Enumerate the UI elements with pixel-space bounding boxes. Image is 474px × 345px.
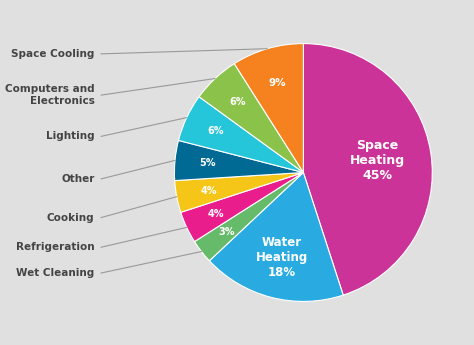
Wedge shape xyxy=(199,63,303,172)
Text: 6%: 6% xyxy=(208,126,224,136)
Text: Water
Heating
18%: Water Heating 18% xyxy=(255,236,308,279)
Text: 9%: 9% xyxy=(269,78,286,88)
Wedge shape xyxy=(175,172,303,212)
Text: Refrigeration: Refrigeration xyxy=(16,242,94,252)
Wedge shape xyxy=(210,172,343,302)
Wedge shape xyxy=(174,140,303,180)
Wedge shape xyxy=(181,172,303,242)
Text: 6%: 6% xyxy=(229,97,246,107)
Wedge shape xyxy=(234,43,303,172)
Text: Space Cooling: Space Cooling xyxy=(11,49,94,59)
Text: Space
Heating
45%: Space Heating 45% xyxy=(350,139,405,182)
Text: Computers and
Electronics: Computers and Electronics xyxy=(5,84,94,106)
Text: 4%: 4% xyxy=(208,209,224,219)
Text: 3%: 3% xyxy=(219,227,235,237)
Wedge shape xyxy=(303,43,432,295)
Text: 4%: 4% xyxy=(200,186,217,196)
Text: 5%: 5% xyxy=(199,158,215,168)
Text: Cooking: Cooking xyxy=(47,213,94,223)
Wedge shape xyxy=(179,97,303,172)
Text: Lighting: Lighting xyxy=(46,131,94,141)
Text: Wet Cleaning: Wet Cleaning xyxy=(16,268,94,278)
Text: Other: Other xyxy=(61,174,94,184)
Wedge shape xyxy=(194,172,303,261)
